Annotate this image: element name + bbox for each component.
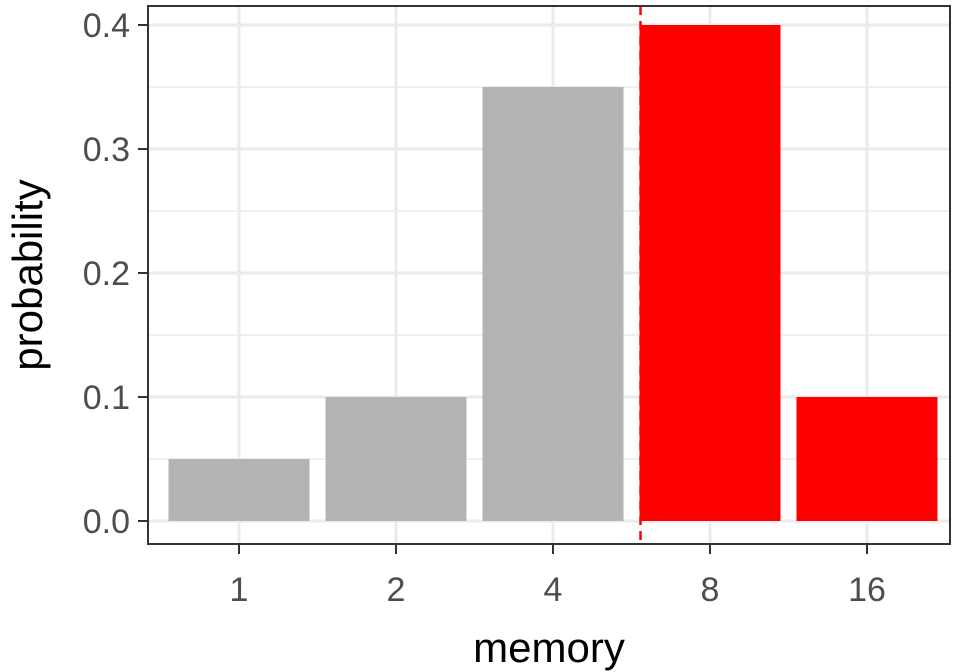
x-axis: 1 2 4 8 16	[230, 544, 886, 609]
y-tick-label: 0.1	[83, 379, 130, 417]
x-axis-title: memory	[473, 624, 625, 671]
y-tick-label: 0.3	[83, 131, 130, 169]
bar-1	[168, 459, 310, 521]
x-tick-label: 2	[387, 571, 406, 609]
x-tick-label: 16	[848, 571, 886, 609]
x-tick-label: 1	[230, 571, 249, 609]
bar-8	[639, 25, 781, 521]
bar-16	[796, 397, 938, 521]
y-tick-label: 0.4	[83, 7, 130, 45]
y-tick-label: 0.2	[83, 255, 130, 293]
bars	[168, 25, 938, 521]
x-tick-label: 8	[701, 571, 720, 609]
bar-4	[482, 87, 624, 521]
x-tick-label: 4	[544, 571, 563, 609]
y-axis: 0.0 0.1 0.2 0.3 0.4	[83, 7, 148, 541]
bar-2	[325, 397, 467, 521]
y-axis-title: probability	[4, 179, 51, 370]
panel-border	[147, 5, 951, 545]
y-tick-label: 0.0	[83, 503, 130, 541]
